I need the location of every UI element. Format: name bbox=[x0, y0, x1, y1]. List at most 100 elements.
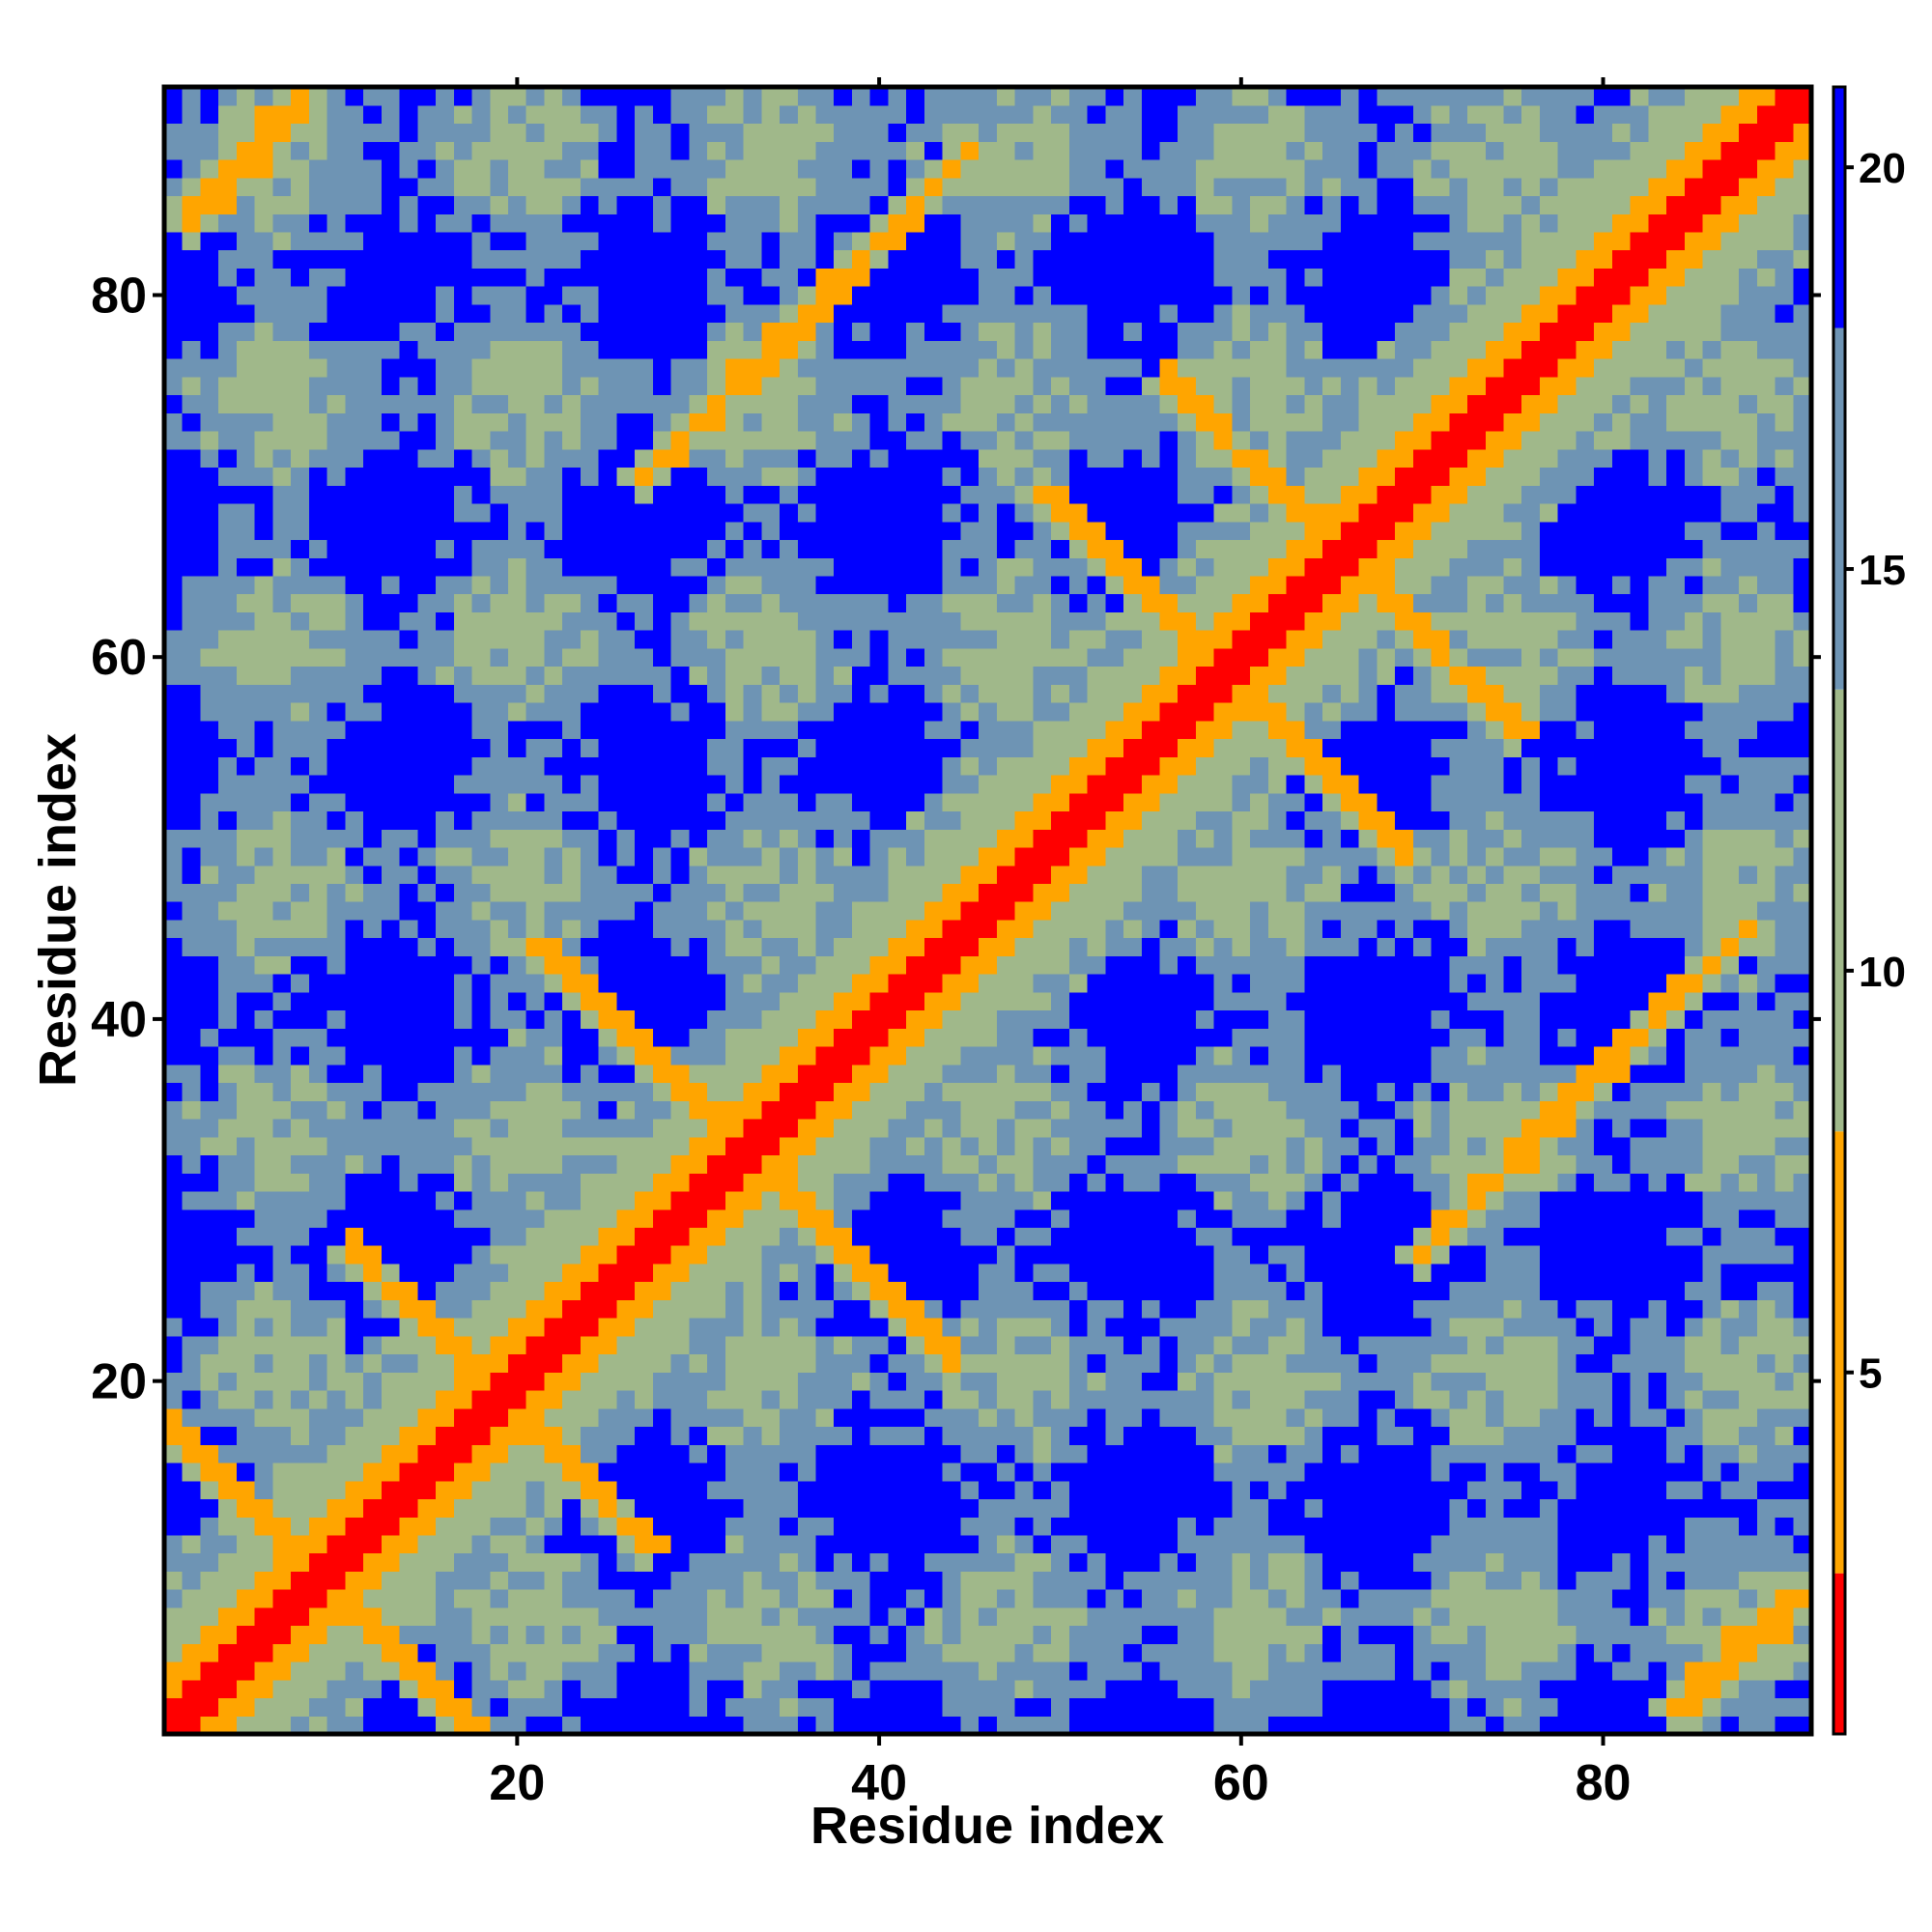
heatmap-cell bbox=[164, 430, 184, 450]
heatmap-cell bbox=[1105, 974, 1124, 993]
heatmap-cell bbox=[507, 1444, 527, 1463]
heatmap-cell bbox=[562, 1662, 582, 1681]
heatmap-cell bbox=[1123, 376, 1143, 396]
heatmap-cell bbox=[1105, 1335, 1124, 1355]
heatmap-cell bbox=[724, 430, 745, 450]
heatmap-cell bbox=[308, 1498, 328, 1518]
heatmap-cell bbox=[254, 829, 274, 848]
heatmap-cell bbox=[236, 1679, 256, 1699]
heatmap-cell bbox=[308, 340, 328, 359]
heatmap-cell bbox=[1087, 1426, 1106, 1445]
heatmap-cell bbox=[308, 1534, 328, 1554]
heatmap-cell bbox=[471, 774, 491, 794]
heatmap-cell bbox=[182, 991, 202, 1011]
heatmap-cell bbox=[164, 1064, 184, 1084]
heatmap-cell bbox=[436, 647, 455, 668]
heatmap-cell bbox=[399, 1245, 418, 1264]
heatmap-cell bbox=[689, 937, 708, 956]
heatmap-cell bbox=[652, 611, 672, 631]
heatmap-cell bbox=[272, 412, 292, 432]
heatmap-cell bbox=[979, 1227, 998, 1246]
heatmap-cell bbox=[815, 1498, 835, 1518]
heatmap-cell bbox=[562, 1679, 582, 1699]
heatmap-cell bbox=[200, 630, 219, 649]
heatmap-cell bbox=[598, 647, 618, 668]
heatmap-cell bbox=[345, 521, 364, 541]
heatmap-cell bbox=[580, 1154, 600, 1174]
heatmap-cell bbox=[670, 557, 690, 577]
heatmap-cell bbox=[562, 1318, 582, 1337]
heatmap-cell bbox=[544, 810, 563, 830]
heatmap-cell bbox=[381, 448, 401, 469]
heatmap-cell bbox=[345, 1480, 364, 1500]
heatmap-cell bbox=[200, 1606, 219, 1627]
heatmap-cell bbox=[923, 865, 944, 884]
heatmap-cell bbox=[544, 231, 563, 251]
heatmap-cell bbox=[254, 883, 274, 902]
heatmap-cell bbox=[616, 792, 636, 812]
heatmap-cell bbox=[272, 1281, 292, 1300]
heatmap-cell bbox=[254, 720, 274, 740]
heatmap-cell bbox=[743, 865, 762, 884]
heatmap-cell bbox=[218, 1534, 238, 1554]
heatmap-cell bbox=[1033, 1263, 1052, 1283]
heatmap-cell bbox=[815, 1589, 835, 1608]
heatmap-cell bbox=[507, 901, 527, 921]
heatmap-cell bbox=[580, 974, 600, 993]
heatmap-cell bbox=[308, 141, 328, 160]
heatmap-cell bbox=[1123, 521, 1143, 541]
heatmap-cell bbox=[707, 268, 726, 287]
heatmap-cell bbox=[689, 1046, 708, 1065]
heatmap-cell bbox=[869, 1281, 890, 1300]
heatmap-cell bbox=[417, 1534, 437, 1554]
heatmap-cell bbox=[291, 1335, 310, 1355]
heatmap-cell bbox=[635, 774, 654, 794]
heatmap-cell bbox=[906, 430, 925, 450]
heatmap-cell bbox=[544, 1064, 563, 1084]
heatmap-cell bbox=[724, 394, 745, 413]
heatmap-cell bbox=[580, 1353, 600, 1373]
heatmap-cell bbox=[1033, 955, 1052, 975]
heatmap-cell bbox=[707, 846, 726, 867]
heatmap-cell bbox=[399, 1028, 418, 1047]
heatmap-cell bbox=[507, 1353, 527, 1373]
heatmap-cell bbox=[200, 1462, 219, 1482]
heatmap-cell bbox=[707, 467, 726, 486]
heatmap-cell bbox=[507, 1372, 527, 1391]
heatmap-cell bbox=[507, 1517, 527, 1536]
heatmap-cell bbox=[724, 1716, 745, 1735]
heatmap-cell bbox=[291, 376, 310, 396]
heatmap-cell bbox=[562, 1390, 582, 1409]
heatmap-cell bbox=[851, 630, 871, 649]
heatmap-cell bbox=[236, 249, 256, 269]
heatmap-cell bbox=[689, 123, 708, 142]
heatmap-cell bbox=[272, 810, 292, 830]
heatmap-cell bbox=[1087, 792, 1106, 812]
heatmap-cell bbox=[888, 268, 907, 287]
heatmap-cell bbox=[544, 430, 563, 450]
heatmap-cell bbox=[1123, 829, 1143, 848]
heatmap-cell bbox=[979, 1082, 998, 1101]
heatmap-cell bbox=[436, 792, 455, 812]
heatmap-cell bbox=[471, 684, 491, 703]
heatmap-cell bbox=[490, 1589, 509, 1608]
heatmap-cell bbox=[1123, 1571, 1143, 1590]
heatmap-cell bbox=[453, 394, 473, 413]
heatmap-cell bbox=[471, 1046, 491, 1065]
heatmap-cell bbox=[381, 1227, 401, 1246]
heatmap-cell bbox=[888, 1100, 907, 1120]
heatmap-cell bbox=[869, 756, 890, 776]
heatmap-cell bbox=[942, 158, 961, 179]
heatmap-cell bbox=[743, 1444, 762, 1463]
heatmap-cell bbox=[616, 1444, 636, 1463]
heatmap-cell bbox=[1087, 1498, 1106, 1518]
heatmap-cell bbox=[308, 1589, 328, 1608]
heatmap-cell bbox=[1014, 340, 1034, 359]
heatmap-cell bbox=[906, 1390, 925, 1409]
heatmap-cell bbox=[761, 1299, 781, 1319]
heatmap-cell bbox=[254, 792, 274, 812]
heatmap-cell bbox=[598, 1281, 618, 1300]
heatmap-cell bbox=[869, 1064, 890, 1084]
heatmap-cell bbox=[906, 1643, 925, 1662]
heatmap-cell bbox=[1087, 883, 1106, 902]
